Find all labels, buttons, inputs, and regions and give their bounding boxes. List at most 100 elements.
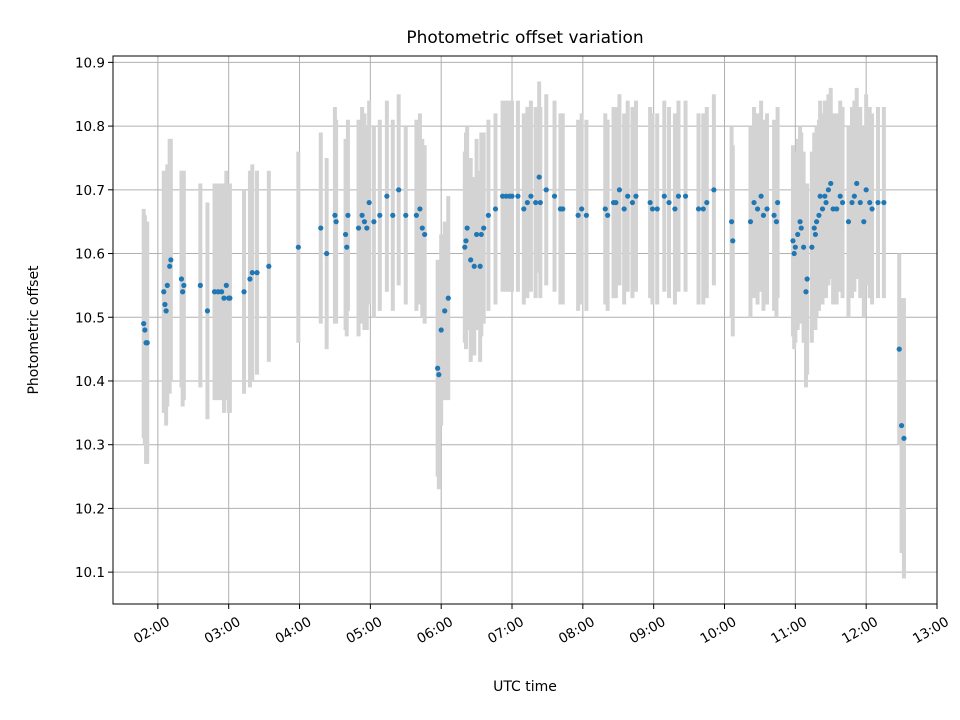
data-point xyxy=(333,219,339,225)
data-point xyxy=(178,276,185,282)
data-point xyxy=(468,257,474,263)
data-point xyxy=(144,340,150,346)
data-point xyxy=(163,308,169,314)
data-point xyxy=(819,206,826,212)
data-point xyxy=(266,263,272,269)
data-point xyxy=(471,263,477,269)
data-point xyxy=(359,212,365,218)
data-point xyxy=(204,308,211,314)
data-point xyxy=(869,206,875,212)
data-point xyxy=(481,225,487,231)
data-point xyxy=(875,199,881,206)
data-point xyxy=(515,193,521,199)
data-point xyxy=(345,212,351,218)
data-point xyxy=(536,174,542,180)
data-point xyxy=(863,187,869,193)
data-point xyxy=(898,422,905,429)
data-point xyxy=(704,199,710,206)
data-point xyxy=(478,231,484,238)
data-point xyxy=(801,244,807,250)
data-point xyxy=(625,193,631,199)
data-point xyxy=(551,193,558,199)
data-points xyxy=(141,174,907,441)
data-point xyxy=(295,244,301,250)
data-point xyxy=(845,219,852,225)
data-point xyxy=(792,244,798,250)
data-point xyxy=(247,276,253,282)
data-point xyxy=(435,365,441,371)
data-point xyxy=(473,231,480,238)
data-point xyxy=(442,308,448,314)
data-point xyxy=(162,301,168,308)
y-axis-label: Photometric offset xyxy=(26,265,42,395)
data-point xyxy=(672,206,678,212)
data-point xyxy=(605,212,611,218)
data-point xyxy=(419,225,425,231)
data-point xyxy=(390,212,396,218)
data-point xyxy=(161,289,167,295)
data-point xyxy=(809,244,815,250)
data-point xyxy=(249,270,255,276)
data-point xyxy=(537,199,543,206)
y-tick-label: 10.2 xyxy=(75,501,105,517)
data-point xyxy=(602,206,608,212)
data-point xyxy=(616,187,623,193)
data-point xyxy=(700,206,706,212)
data-point xyxy=(629,199,636,206)
data-point xyxy=(355,225,362,231)
chart-title: Photometric offset variation xyxy=(406,28,643,48)
data-point xyxy=(366,199,372,206)
data-point xyxy=(560,206,566,212)
data-point xyxy=(223,282,229,288)
data-point xyxy=(760,212,767,218)
data-point xyxy=(436,372,442,378)
data-point xyxy=(492,206,499,212)
data-point xyxy=(524,199,530,206)
data-point xyxy=(754,206,761,212)
data-point xyxy=(579,206,585,212)
data-point xyxy=(675,193,682,199)
data-point xyxy=(813,219,820,225)
y-tick-label: 10.6 xyxy=(75,247,105,263)
data-point xyxy=(804,276,810,282)
data-point xyxy=(649,206,656,212)
data-point xyxy=(417,206,423,212)
data-point xyxy=(798,225,804,231)
data-point xyxy=(791,250,797,257)
data-point xyxy=(197,282,203,288)
data-point xyxy=(764,206,770,212)
data-point xyxy=(485,212,492,218)
data-point xyxy=(795,231,801,238)
data-point xyxy=(318,225,324,231)
data-point xyxy=(773,219,780,225)
data-point xyxy=(797,219,803,225)
data-point xyxy=(621,206,627,212)
data-point xyxy=(613,199,619,206)
data-point xyxy=(413,212,419,218)
data-point xyxy=(812,231,819,238)
data-point xyxy=(342,231,349,238)
data-point xyxy=(438,327,444,333)
data-point xyxy=(758,193,764,199)
data-point xyxy=(543,187,549,193)
data-point xyxy=(803,289,809,295)
data-point xyxy=(849,199,855,206)
data-point xyxy=(771,212,777,218)
data-point xyxy=(822,193,828,199)
data-point xyxy=(816,212,822,218)
data-point xyxy=(834,206,840,212)
data-point xyxy=(371,219,377,225)
data-point xyxy=(730,238,736,244)
data-point xyxy=(666,199,672,206)
data-point xyxy=(811,225,817,231)
data-point xyxy=(509,193,515,199)
data-point xyxy=(384,193,390,199)
data-point xyxy=(533,199,539,206)
data-point xyxy=(823,199,829,206)
data-point xyxy=(221,295,227,301)
data-point xyxy=(575,212,581,218)
data-point xyxy=(324,250,330,257)
data-point xyxy=(682,193,689,199)
data-point xyxy=(396,187,402,193)
data-point xyxy=(828,180,834,187)
